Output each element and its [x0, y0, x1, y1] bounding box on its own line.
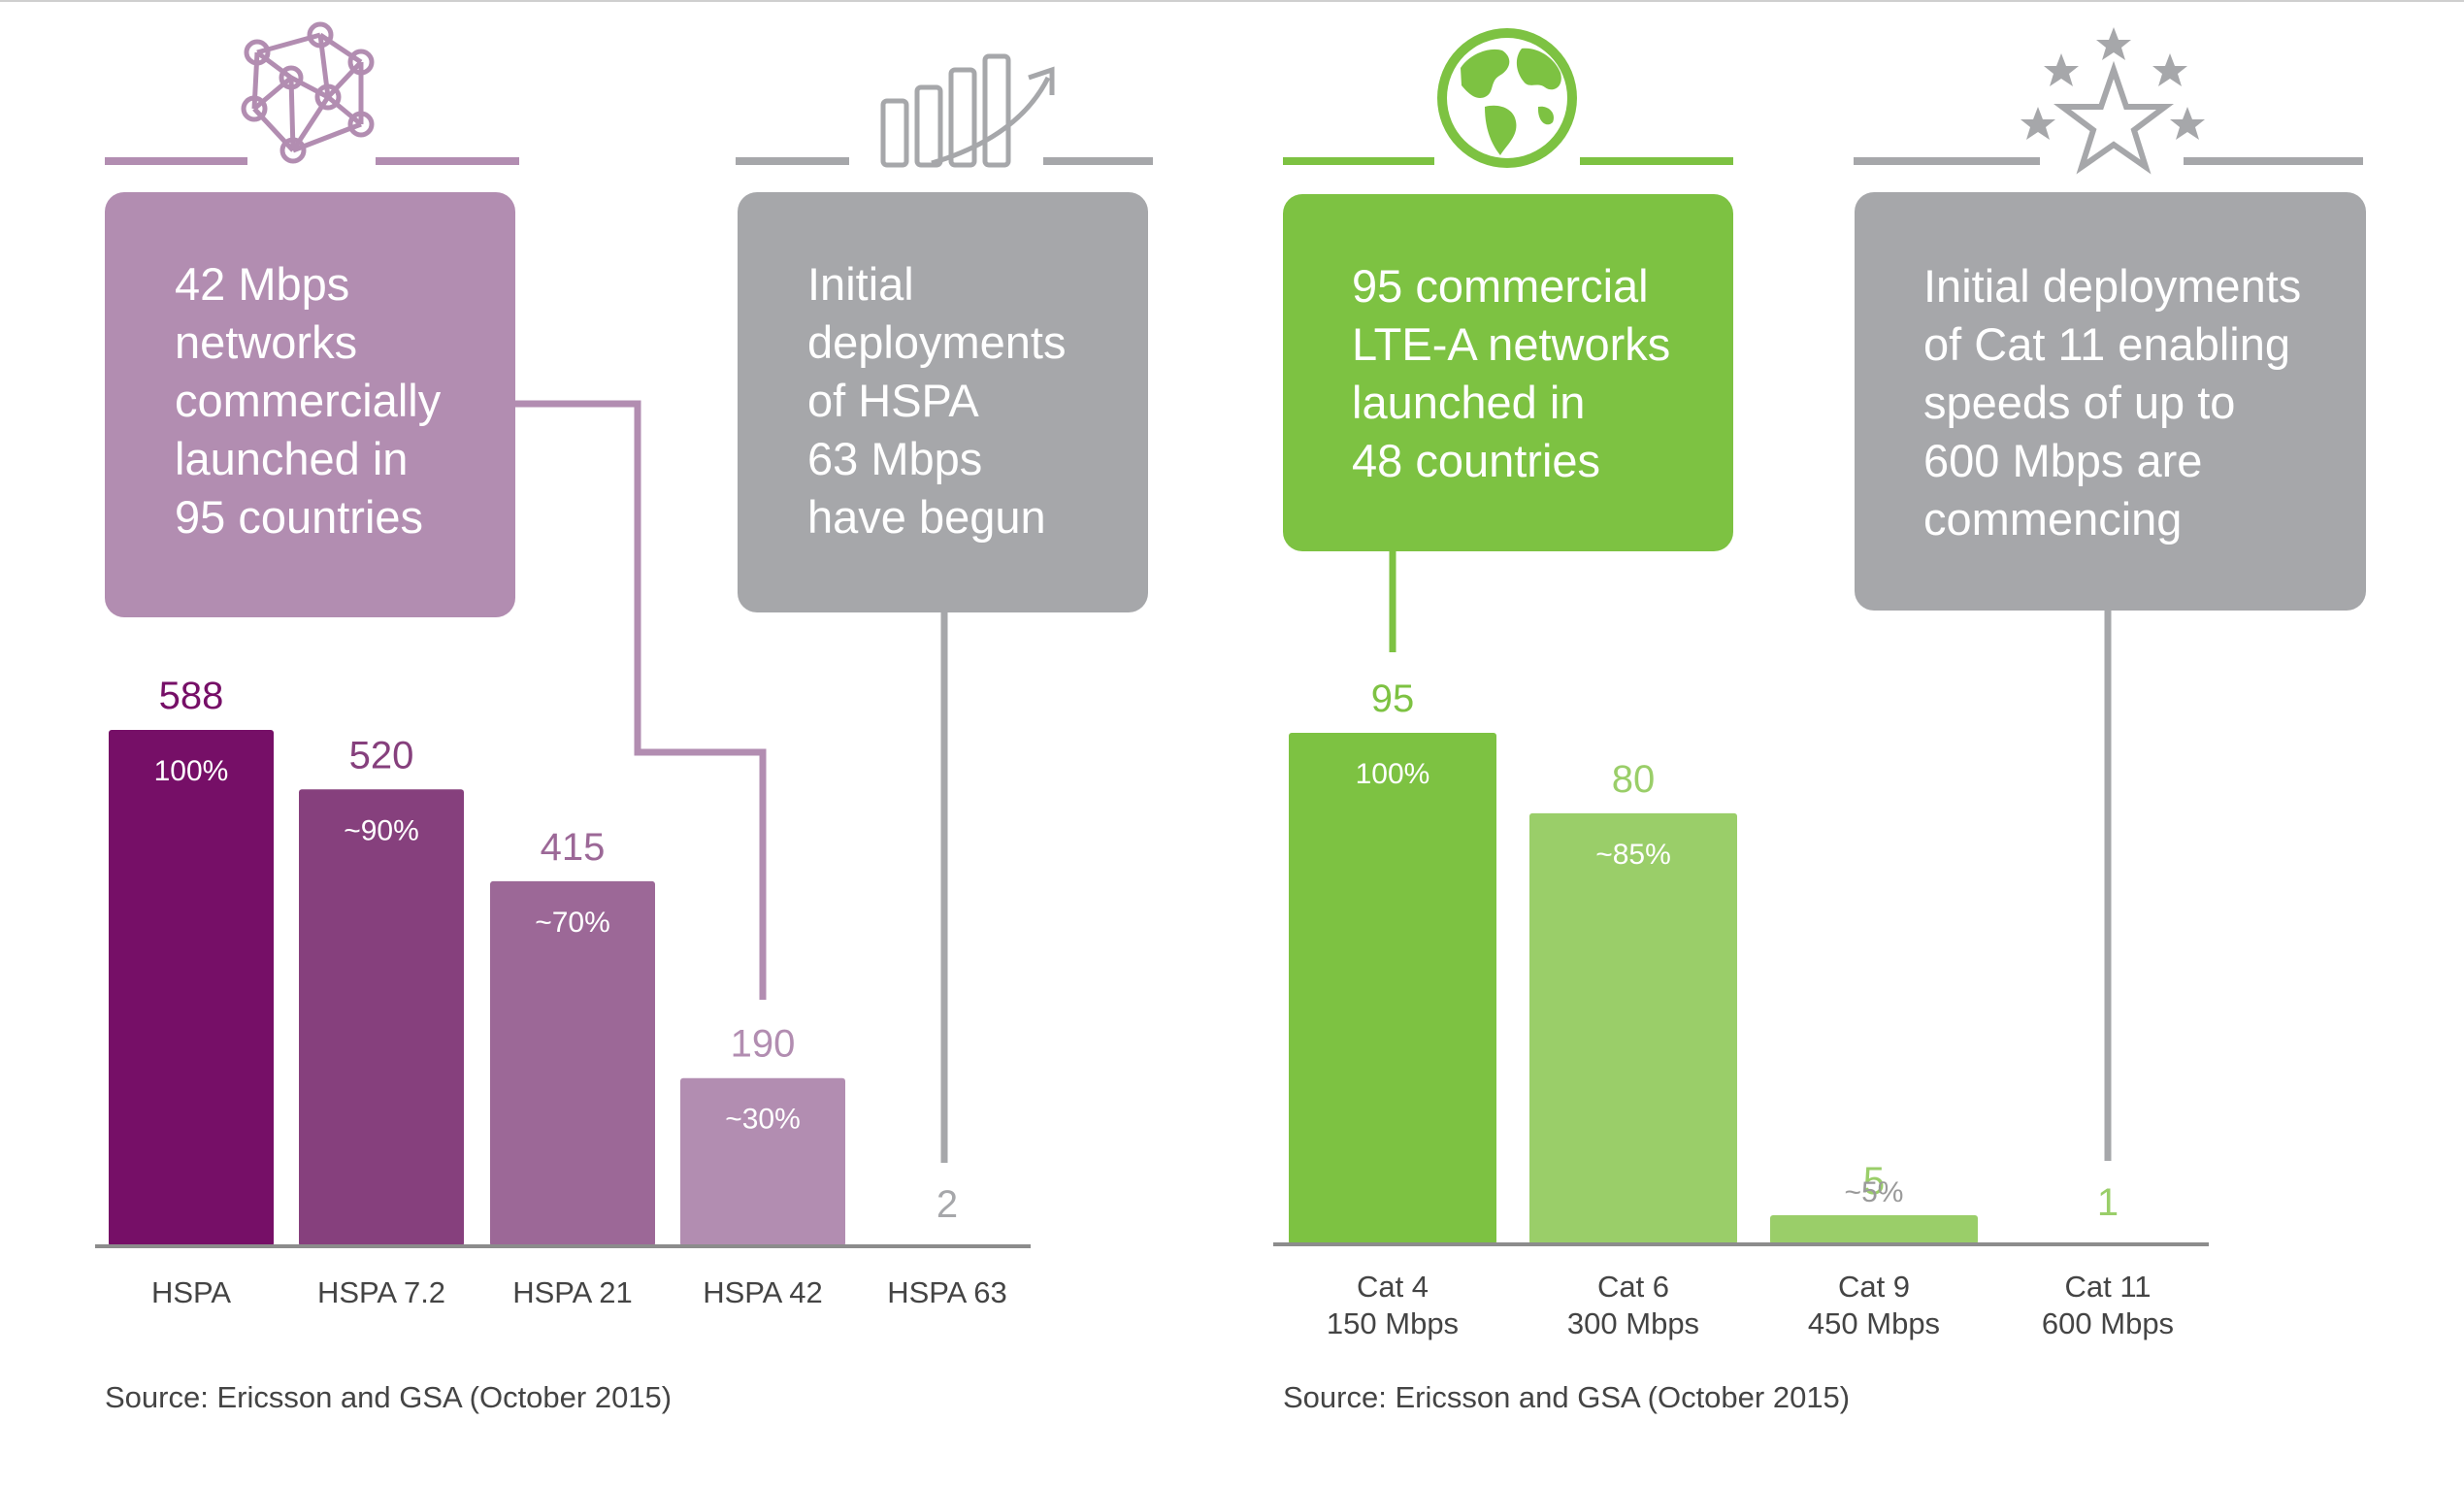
- bar: [299, 789, 464, 1246]
- value-label: 5: [1863, 1160, 1885, 1203]
- globe-icon: [1437, 28, 1577, 168]
- callout-line: speeds of up to: [1923, 377, 2235, 428]
- callout-lte-a-box: [1283, 194, 1733, 551]
- bar: [109, 730, 274, 1246]
- callout-line: of Cat 11 enabling: [1923, 318, 2290, 370]
- callout-cat11-box: [1855, 192, 2366, 611]
- callout-cat11: Initial deployments of Cat 11 enabling s…: [1855, 192, 2366, 611]
- callout-line: commencing: [1923, 493, 2182, 545]
- callout-line: 95 commercial: [1352, 260, 1649, 312]
- callout-line: deployments: [807, 316, 1067, 368]
- category-label: 150 Mbps: [1327, 1306, 1459, 1340]
- category-label: HSPA 7.2: [317, 1275, 445, 1309]
- share-label: ~90%: [344, 814, 419, 846]
- value-label: 80: [1612, 758, 1656, 801]
- callout-line: 42 Mbps: [175, 258, 349, 310]
- callout-line: 48 countries: [1352, 435, 1600, 486]
- callout-hspa63: Initial deployments of HSPA 63 Mbps have…: [738, 192, 1148, 612]
- share-label: ~30%: [725, 1104, 801, 1136]
- share-label: ~85%: [1595, 839, 1671, 871]
- callout-line: launched in: [175, 433, 408, 484]
- callout-line: have begun: [807, 491, 1046, 543]
- hspa63-header: [736, 53, 1153, 168]
- value-label: 190: [731, 1023, 796, 1066]
- callout-line: Initial deployments: [1923, 260, 2301, 312]
- callout-hspa63-text: Initial deployments of HSPA 63 Mbps have…: [807, 258, 1079, 543]
- category-label: HSPA 63: [887, 1275, 1007, 1309]
- callout-line: 95 countries: [175, 491, 423, 543]
- value-label: 95: [1371, 677, 1415, 720]
- hspa-header: [105, 21, 519, 165]
- callout-line: 63 Mbps: [807, 433, 982, 484]
- lte-a-header: [1283, 28, 1733, 168]
- value-label: 588: [159, 675, 224, 717]
- bar: [1529, 812, 1737, 1244]
- callout-lte-a-text: 95 commercial LTE-A networks launched in…: [1352, 260, 1683, 486]
- category-label: 600 Mbps: [2042, 1306, 2174, 1340]
- lte-a-source-note: Source: Ericsson and GSA (October 2015): [1283, 1380, 1850, 1414]
- category-label: HSPA 42: [703, 1275, 823, 1309]
- hspa-source-note: Source: Ericsson and GSA (October 2015): [105, 1380, 672, 1414]
- share-label: 100%: [154, 755, 229, 787]
- bar: [680, 1077, 845, 1246]
- category-label: HSPA 21: [512, 1275, 633, 1309]
- callout-line: 600 Mbps are: [1923, 435, 2202, 486]
- callout-hspa42-text: 42 Mbps networks commercially launched i…: [175, 258, 453, 543]
- callout-line: networks: [175, 316, 357, 368]
- callout-hspa42: 42 Mbps networks commercially launched i…: [105, 192, 515, 617]
- category-label: Cat 6: [1597, 1270, 1669, 1304]
- value-label: 415: [541, 826, 606, 869]
- cat11-header: [1854, 27, 2363, 175]
- hspa-bar-chart: 588 100% HSPA 520 ~90% HSPA 7.2 415 ~70% HSPA 21…: [109, 675, 1007, 1309]
- callout-line: LTE-A networks: [1352, 318, 1670, 370]
- share-label: ~70%: [535, 907, 610, 939]
- category-label: HSPA: [151, 1275, 231, 1309]
- callout-lte-a: 95 commercial LTE-A networks launched in…: [1283, 194, 1733, 551]
- top-divider: [0, 0, 2464, 2]
- growth-chart-icon: [880, 53, 1055, 168]
- value-label: 2: [936, 1183, 958, 1226]
- callout-hspa42-box: [105, 192, 515, 617]
- bar: [490, 880, 655, 1246]
- category-label: 450 Mbps: [1808, 1306, 1940, 1340]
- callout-line: commercially: [175, 375, 442, 426]
- bar: [1770, 1215, 1978, 1244]
- network-icon: [241, 21, 375, 164]
- callout-line: launched in: [1352, 377, 1585, 428]
- category-label: Cat 11: [2064, 1270, 2151, 1304]
- share-label: 100%: [1356, 758, 1430, 790]
- category-label: Cat 9: [1838, 1270, 1910, 1304]
- value-label: 520: [349, 734, 414, 777]
- share-label: ~5%: [1845, 1176, 1904, 1208]
- callout-hspa63-box: [738, 192, 1148, 612]
- value-label: 1: [2097, 1181, 2119, 1224]
- category-label: 300 Mbps: [1567, 1306, 1699, 1340]
- callout-line: of HSPA: [807, 375, 979, 426]
- stars-icon: [2020, 27, 2205, 175]
- callout-line: Initial: [807, 258, 914, 310]
- category-label: Cat 4: [1357, 1270, 1429, 1304]
- bar: [1289, 733, 1496, 1244]
- callout-cat11-text: Initial deployments of Cat 11 enabling s…: [1923, 260, 2314, 545]
- connector-hspa42: [514, 400, 767, 1000]
